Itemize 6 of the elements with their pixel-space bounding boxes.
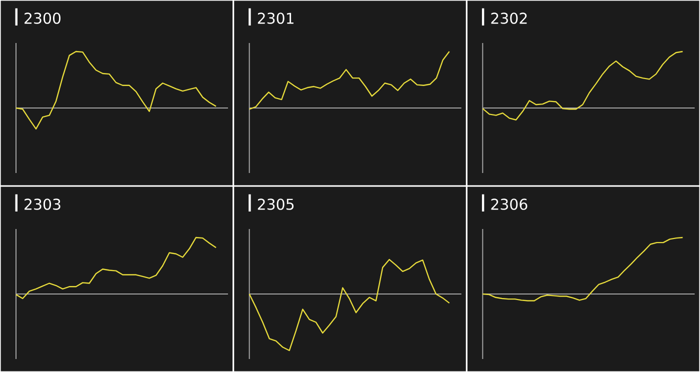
- chart-title: 2305: [258, 198, 294, 210]
- chart-title: 2301: [258, 12, 294, 24]
- chart-title: 2306: [491, 198, 528, 210]
- chart-title: 2302: [491, 12, 527, 24]
- chart-title: 2300: [24, 12, 61, 24]
- chart-title: 2303: [24, 198, 60, 210]
